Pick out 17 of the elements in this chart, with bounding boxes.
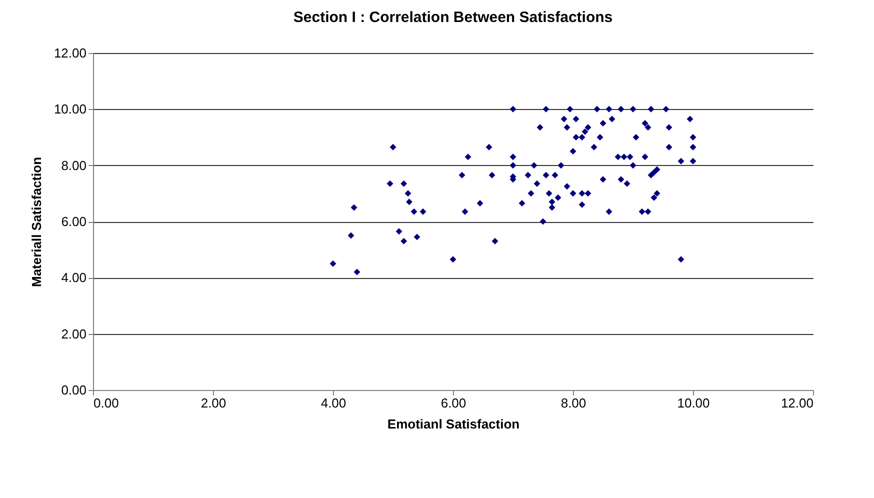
x-tick-label: 10.00	[677, 396, 710, 410]
y-tick-label: 6.00	[61, 214, 86, 229]
x-tick-label: 0.00	[94, 396, 119, 410]
x-axis-title: Emotianl Satisfaction	[387, 416, 520, 432]
x-tick-label: 2.00	[200, 396, 226, 410]
x-tick-label: 12.00	[780, 396, 814, 410]
y-axis-title: Materiall Satisfaction	[28, 156, 44, 288]
x-tick-label: 4.00	[320, 396, 346, 410]
y-tick-label: 4.00	[61, 270, 86, 286]
chart-title: Section I : Correlation Between Satisfactions	[293, 9, 613, 26]
y-tick-label: 2.00	[61, 326, 86, 342]
y-tick-label: 0.00	[61, 382, 86, 398]
x-tick-label: 6.00	[440, 396, 466, 410]
x-tick-label: 8.00	[560, 396, 586, 410]
y-tick-label: 8.00	[61, 158, 86, 173]
y-tick-label: 10.00	[54, 102, 86, 117]
y-tick-label: 12.00	[54, 46, 86, 60]
